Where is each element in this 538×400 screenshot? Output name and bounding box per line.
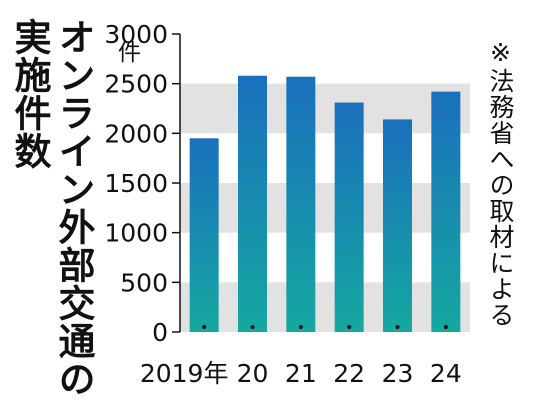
grid-band (180, 282, 470, 332)
y-tick-label: 3000 (104, 20, 168, 49)
bar-dot (250, 325, 255, 329)
y-tick-label: 2500 (104, 70, 168, 99)
y-tick-label: 2000 (104, 119, 168, 148)
bar-dot (347, 325, 352, 329)
x-tick-label: 23 (382, 359, 414, 388)
bar (189, 138, 219, 332)
y-tick-label: 500 (120, 268, 168, 297)
bar-dot (443, 325, 448, 329)
grid-band (180, 83, 470, 134)
bar (238, 75, 267, 332)
y-tick-label: 1500 (104, 169, 168, 198)
chart-title-line-1: オンライン外部交通の (52, 18, 95, 398)
source-note: ※法務省への取材による (486, 38, 515, 328)
bar-dot (395, 325, 400, 329)
bar-dot (298, 325, 303, 329)
bar (431, 91, 461, 332)
x-tick-label: 2019年 (140, 359, 229, 388)
x-tick-label: 22 (333, 359, 365, 388)
x-tick-label: 20 (237, 359, 269, 388)
y-tick-label: 0 (152, 318, 168, 347)
x-tick-label: 21 (285, 359, 317, 388)
bar (334, 102, 364, 332)
y-unit-label: 件 (118, 40, 141, 66)
bar (286, 76, 316, 332)
y-tick-label: 1000 (104, 219, 168, 248)
bar-dot (202, 325, 207, 329)
grid-band (180, 183, 470, 233)
bar (383, 119, 412, 332)
x-tick-label: 24 (430, 359, 462, 388)
chart-title-line-2: 実施件数 (8, 18, 51, 170)
